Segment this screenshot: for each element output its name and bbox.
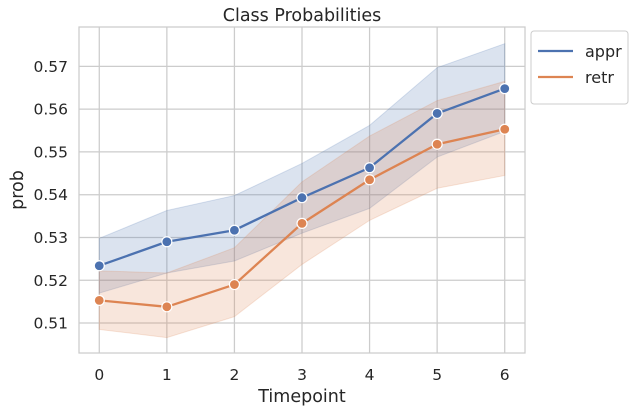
data-point-appr (431, 107, 443, 120)
data-point-retr (228, 278, 241, 291)
data-point-appr (93, 260, 105, 272)
chart-title: Class Probabilities (223, 6, 382, 26)
x-axis-label: Timepoint (257, 387, 346, 407)
data-point-retr (363, 174, 376, 186)
data-point-appr (161, 236, 173, 248)
y-tick-label: 0.54 (33, 186, 68, 204)
x-tick-label: 3 (297, 366, 307, 384)
data-point-retr (93, 294, 105, 306)
data-point-retr (161, 301, 173, 313)
y-tick-label: 0.51 (33, 315, 68, 333)
y-axis-label: prob (8, 170, 28, 210)
x-tick-label: 6 (500, 366, 510, 384)
data-points (93, 83, 511, 313)
x-tick-label: 1 (162, 366, 172, 384)
data-point-appr (363, 162, 376, 174)
legend-label-retr: retr (585, 68, 614, 87)
data-point-retr (296, 217, 308, 229)
legend-label-appr: appr (585, 42, 622, 61)
data-point-retr (499, 123, 511, 135)
confidence-bands (98, 42, 506, 339)
data-point-appr (499, 83, 511, 95)
y-tick-label: 0.52 (33, 272, 68, 290)
data-point-appr (296, 192, 308, 204)
y-tick-label: 0.53 (33, 229, 68, 247)
y-tick-labels: 0.51 0.52 0.53 0.54 0.55 0.56 0.57 (33, 58, 68, 333)
x-tick-label: 0 (94, 366, 104, 384)
x-tick-label: 2 (229, 366, 239, 384)
legend-box (530, 30, 629, 105)
data-point-retr (431, 138, 443, 150)
data-point-appr (228, 224, 241, 236)
x-tick-labels: 0 1 2 3 4 5 6 (94, 366, 509, 384)
y-tick-label: 0.55 (33, 143, 68, 161)
plot-frame (78, 26, 526, 354)
y-tick-label: 0.56 (33, 101, 68, 119)
legend: appr retr (530, 30, 629, 105)
y-tick-label: 0.57 (33, 58, 68, 76)
confidence-band-retr (98, 80, 506, 339)
x-tick-label: 5 (432, 366, 442, 384)
x-tick-label: 4 (365, 366, 375, 384)
